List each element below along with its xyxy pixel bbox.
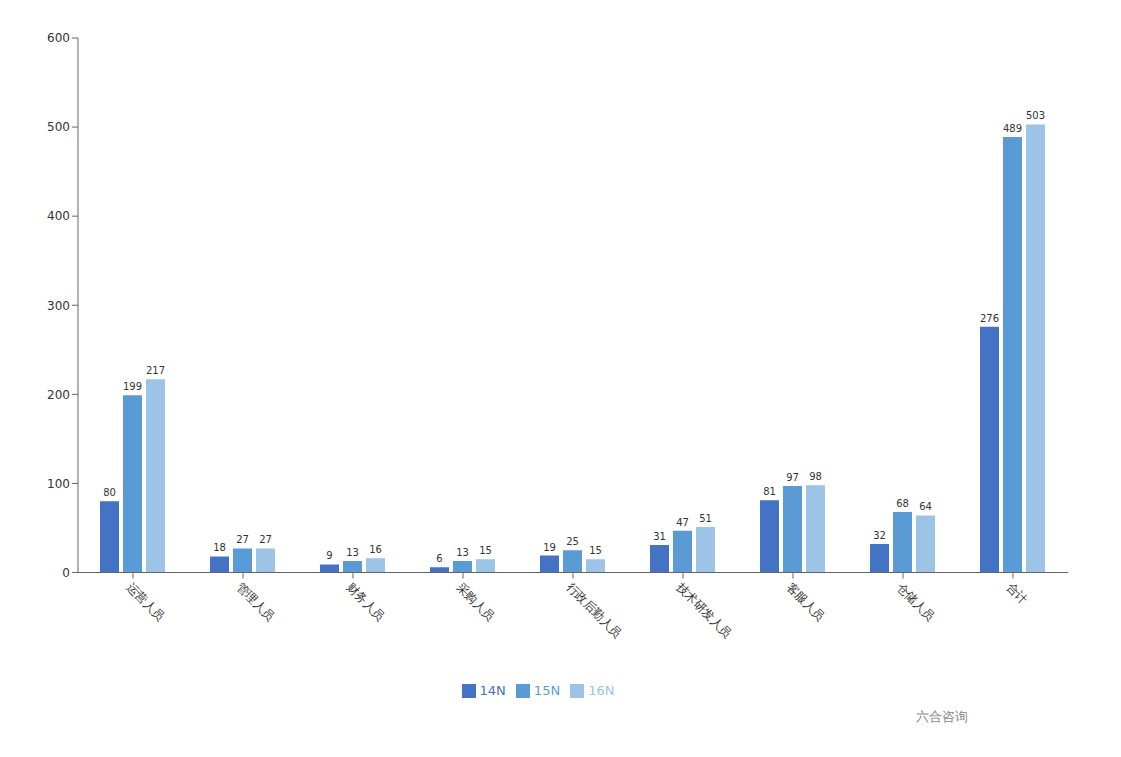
- svg-text:32: 32: [873, 530, 886, 541]
- svg-text:18: 18: [213, 542, 226, 553]
- svg-text:81: 81: [763, 486, 776, 497]
- svg-text:6: 6: [436, 553, 442, 564]
- svg-text:财务人员: 财务人员: [344, 580, 388, 624]
- svg-text:客服人员: 客服人员: [784, 580, 828, 624]
- svg-text:运营人员: 运营人员: [124, 580, 168, 624]
- svg-text:0: 0: [62, 566, 70, 580]
- svg-text:276: 276: [980, 313, 999, 324]
- svg-text:97: 97: [786, 472, 799, 483]
- svg-text:13: 13: [346, 547, 359, 558]
- html-text:16N: 16N: [588, 682, 615, 698]
- svg-text:68: 68: [896, 498, 909, 509]
- svg-text:80: 80: [103, 487, 116, 498]
- svg-text:27: 27: [236, 534, 249, 545]
- svg-text:16: 16: [369, 544, 382, 555]
- svg-text:400: 400: [47, 209, 70, 223]
- svg-text:采购人员: 采购人员: [454, 580, 498, 624]
- svg-text:500: 500: [47, 120, 70, 134]
- svg-text:31: 31: [653, 531, 666, 542]
- svg-text:47: 47: [676, 517, 689, 528]
- svg-text:64: 64: [919, 501, 932, 512]
- svg-text:管理人员: 管理人员: [234, 580, 278, 624]
- svg-text:仓储人员: 仓储人员: [894, 580, 938, 624]
- svg-text:100: 100: [47, 477, 70, 491]
- html-text:15N: 15N: [533, 682, 561, 698]
- svg-text:技术研发人员: 技术研发人员: [673, 579, 735, 641]
- svg-text:51: 51: [699, 513, 712, 524]
- svg-text:19: 19: [543, 542, 556, 553]
- svg-text:合计: 合计: [1004, 580, 1031, 607]
- svg-text:503: 503: [1026, 110, 1045, 121]
- html-text:14N: 14N: [479, 682, 506, 698]
- svg-text:13: 13: [456, 547, 469, 558]
- svg-text:489: 489: [1003, 123, 1022, 134]
- svg-text:600: 600: [47, 31, 70, 45]
- html-text:六合咨询: 六合咨询: [916, 709, 968, 724]
- svg-text:25: 25: [566, 536, 579, 547]
- svg-text:300: 300: [47, 299, 70, 313]
- svg-text:15: 15: [589, 545, 602, 556]
- svg-text:行政后勤人员: 行政后勤人员: [564, 580, 625, 641]
- svg-text:9: 9: [326, 550, 332, 561]
- svg-text:15: 15: [479, 545, 492, 556]
- svg-text:200: 200: [47, 388, 70, 402]
- svg-text:27: 27: [259, 534, 272, 545]
- svg-text:98: 98: [809, 471, 822, 482]
- svg-text:199: 199: [123, 381, 142, 392]
- svg-text:217: 217: [146, 365, 165, 376]
